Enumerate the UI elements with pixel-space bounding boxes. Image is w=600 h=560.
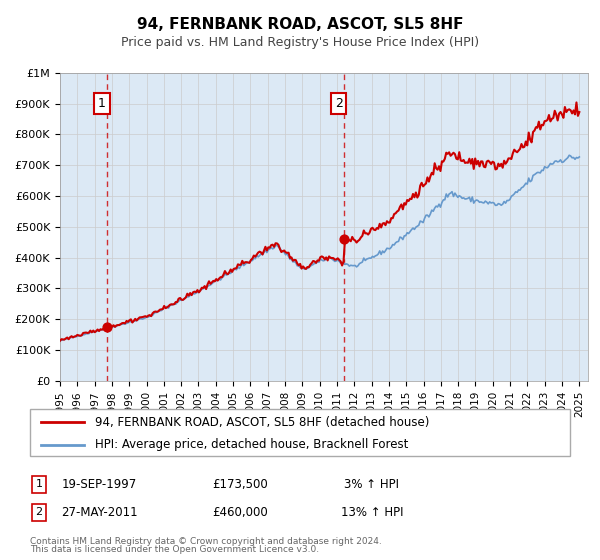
- Text: This data is licensed under the Open Government Licence v3.0.: This data is licensed under the Open Gov…: [30, 545, 319, 554]
- Text: Contains HM Land Registry data © Crown copyright and database right 2024.: Contains HM Land Registry data © Crown c…: [30, 537, 382, 546]
- Text: 19-SEP-1997: 19-SEP-1997: [61, 478, 137, 491]
- Text: 1: 1: [35, 479, 43, 489]
- Text: HPI: Average price, detached house, Bracknell Forest: HPI: Average price, detached house, Brac…: [95, 438, 408, 451]
- Text: 1: 1: [98, 97, 106, 110]
- Point: [102, 323, 112, 332]
- Text: 27-MAY-2011: 27-MAY-2011: [61, 506, 137, 519]
- Text: 3% ↑ HPI: 3% ↑ HPI: [344, 478, 400, 491]
- Text: 2: 2: [35, 507, 43, 517]
- Text: £173,500: £173,500: [212, 478, 268, 491]
- Text: 94, FERNBANK ROAD, ASCOT, SL5 8HF (detached house): 94, FERNBANK ROAD, ASCOT, SL5 8HF (detac…: [95, 416, 429, 428]
- Point: [339, 235, 349, 244]
- Text: £460,000: £460,000: [212, 506, 268, 519]
- Text: 2: 2: [335, 97, 343, 110]
- Text: Price paid vs. HM Land Registry's House Price Index (HPI): Price paid vs. HM Land Registry's House …: [121, 36, 479, 49]
- FancyBboxPatch shape: [30, 409, 570, 456]
- Text: 94, FERNBANK ROAD, ASCOT, SL5 8HF: 94, FERNBANK ROAD, ASCOT, SL5 8HF: [137, 17, 463, 32]
- Text: 13% ↑ HPI: 13% ↑ HPI: [341, 506, 403, 519]
